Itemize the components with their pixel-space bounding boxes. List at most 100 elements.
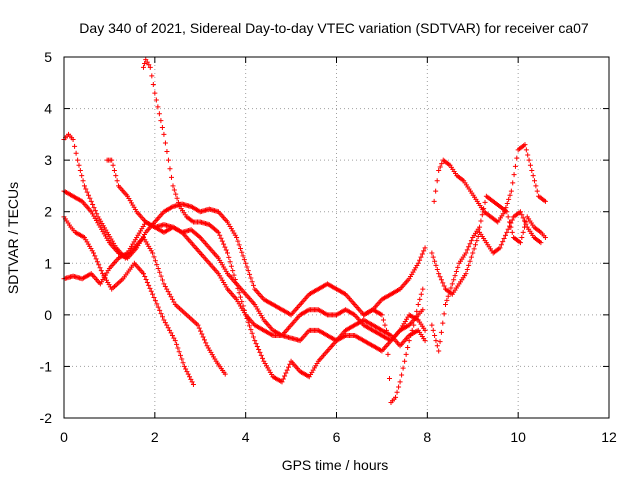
data-point: [217, 232, 223, 238]
data-point: [98, 268, 104, 274]
data-point: [445, 293, 451, 299]
data-point: [244, 264, 250, 270]
data-point: [237, 294, 243, 300]
data-point: [72, 143, 78, 149]
data-point: [432, 332, 438, 338]
data-point: [497, 245, 503, 251]
data-point: [441, 283, 447, 289]
data-point: [234, 281, 240, 287]
data-point: [92, 253, 98, 259]
data-point: [523, 147, 529, 153]
data-point: [382, 322, 388, 328]
data-point: [144, 279, 150, 285]
y-tick-label: 3: [44, 152, 52, 168]
data-point: [260, 355, 266, 361]
data-point: [438, 277, 444, 283]
data-point: [412, 315, 418, 321]
data-point: [525, 152, 531, 158]
data-point: [522, 218, 528, 224]
data-point: [250, 282, 256, 288]
data-point: [408, 332, 414, 338]
data-point: [463, 250, 469, 256]
data-point: [235, 238, 241, 244]
data-point: [440, 280, 446, 286]
data-point: [159, 314, 165, 320]
data-point: [400, 365, 406, 371]
data-point: [436, 348, 442, 354]
data-point: [154, 262, 160, 268]
data-point: [440, 320, 446, 326]
data-point: [434, 343, 440, 349]
data-point: [542, 198, 548, 204]
data-point: [86, 192, 92, 198]
data-point: [231, 272, 237, 278]
data-point: [417, 257, 423, 263]
data-point: [174, 341, 180, 347]
data-point: [527, 162, 533, 168]
x-tick-label: 10: [510, 429, 526, 445]
data-point: [236, 242, 242, 248]
data-point: [161, 131, 167, 137]
data-point: [508, 220, 514, 226]
data-point: [482, 199, 488, 205]
data-point: [279, 379, 285, 385]
data-point: [437, 164, 443, 170]
data-point: [150, 82, 156, 88]
data-point: [434, 178, 440, 184]
data-point: [517, 240, 523, 246]
data-point: [520, 215, 526, 221]
data-point: [394, 389, 400, 395]
series-track-4: [61, 188, 428, 318]
data-point: [161, 317, 167, 323]
data-point: [522, 142, 528, 148]
data-point: [70, 137, 76, 143]
series-track-1: [61, 214, 196, 387]
data-point: [258, 352, 264, 358]
data-point: [523, 221, 529, 227]
data-point: [222, 371, 228, 377]
data-point: [146, 282, 152, 288]
data-point: [232, 276, 238, 282]
data-point: [218, 235, 224, 241]
data-point: [155, 104, 161, 110]
data-point: [162, 283, 168, 289]
data-point: [173, 191, 179, 197]
data-point: [91, 205, 97, 211]
data-point: [245, 268, 251, 274]
data-point: [380, 317, 386, 323]
data-point: [443, 302, 448, 308]
data-point: [397, 379, 403, 385]
data-point: [87, 195, 93, 201]
data-point: [96, 262, 102, 268]
data-point: [433, 188, 439, 194]
data-point: [94, 259, 100, 265]
data-point: [162, 140, 168, 146]
data-point: [170, 183, 176, 189]
data-point: [183, 366, 189, 372]
data-point: [245, 319, 251, 325]
data-point: [453, 269, 459, 275]
data-point: [533, 183, 539, 189]
data-point: [81, 183, 87, 189]
data-point: [419, 251, 425, 257]
data-point: [430, 254, 436, 260]
data-point: [519, 212, 525, 218]
data-point: [417, 296, 423, 302]
data-point: [509, 229, 515, 235]
data-point: [199, 331, 205, 337]
data-point: [93, 256, 99, 262]
data-point: [467, 258, 473, 264]
data-point: [248, 327, 254, 333]
data-point: [79, 173, 85, 179]
data-point: [414, 308, 420, 314]
data-point: [253, 341, 259, 347]
data-point: [422, 327, 428, 333]
data-point: [240, 303, 246, 309]
data-point: [437, 339, 443, 345]
data-point: [415, 260, 421, 266]
data-point: [92, 208, 98, 214]
series-track-9: [429, 193, 548, 354]
data-point: [244, 316, 250, 322]
data-point: [385, 351, 391, 357]
